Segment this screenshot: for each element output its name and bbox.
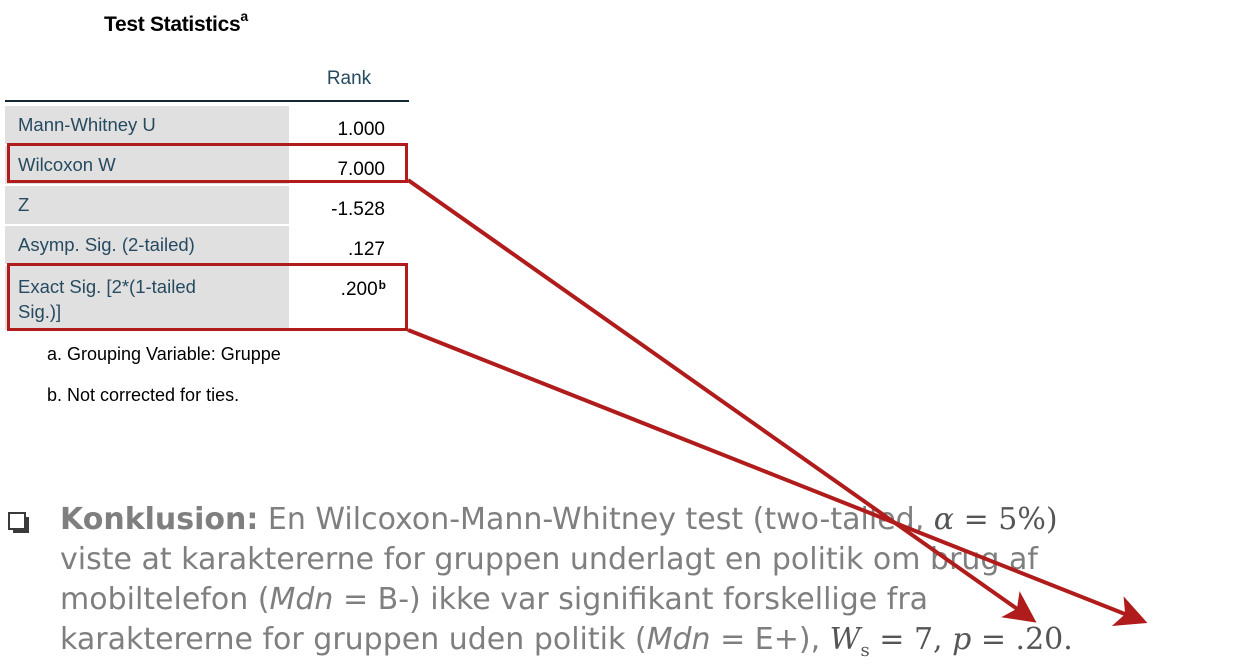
table-row: Wilcoxon W 7.000: [5, 146, 409, 184]
row-label: Wilcoxon W: [5, 146, 289, 184]
highlight-box-exact-sig: [7, 263, 408, 331]
title-footnote-marker: a: [240, 8, 248, 24]
conclusion-paragraph: Konklusion: En Wilcoxon-Mann-Whitney tes…: [60, 500, 1250, 661]
row-label: Asymp. Sig. (2-tailed): [5, 226, 289, 264]
row-value: 7.000: [337, 159, 385, 180]
conclusion-line-2: viste at karaktererne for gruppen underl…: [60, 542, 1038, 577]
footnote-b: b. Not corrected for ties.: [47, 385, 240, 405]
row-value: -1.528: [331, 199, 385, 220]
header-rule: [5, 100, 409, 102]
highlight-box-wilcoxon: [7, 143, 408, 183]
table-row: Mann-Whitney U 1.000: [5, 106, 409, 144]
table-row: Exact Sig. [2*(1-tailed Sig.)] .200b: [5, 266, 409, 330]
table-row: Z -1.528: [5, 186, 409, 224]
conclusion-line-3: mobiltelefon (Mdn = B-) ikke var signifi…: [60, 582, 929, 617]
conclusion-line-1: Konklusion: En Wilcoxon-Mann-Whitney tes…: [60, 502, 1058, 537]
row-value: .200b: [340, 278, 386, 300]
checkbox-bullet-icon: [8, 512, 29, 533]
footnote-a: a. Grouping Variable: Gruppe: [47, 344, 281, 364]
row-label: Exact Sig. [2*(1-tailed Sig.)]: [5, 266, 289, 330]
table-row: Asymp. Sig. (2-tailed) .127: [5, 226, 409, 264]
conclusion-heading: Konklusion:: [60, 502, 259, 537]
row-label: Z: [5, 186, 289, 224]
row-value: 1.000: [337, 119, 385, 140]
table-title: Test Statisticsa: [104, 8, 248, 36]
column-header-rank: Rank: [326, 68, 372, 89]
conclusion-line-4: karaktererne for gruppen uden politik (M…: [60, 622, 1073, 661]
row-label: Mann-Whitney U: [5, 106, 289, 144]
row-value: .127: [348, 239, 385, 260]
